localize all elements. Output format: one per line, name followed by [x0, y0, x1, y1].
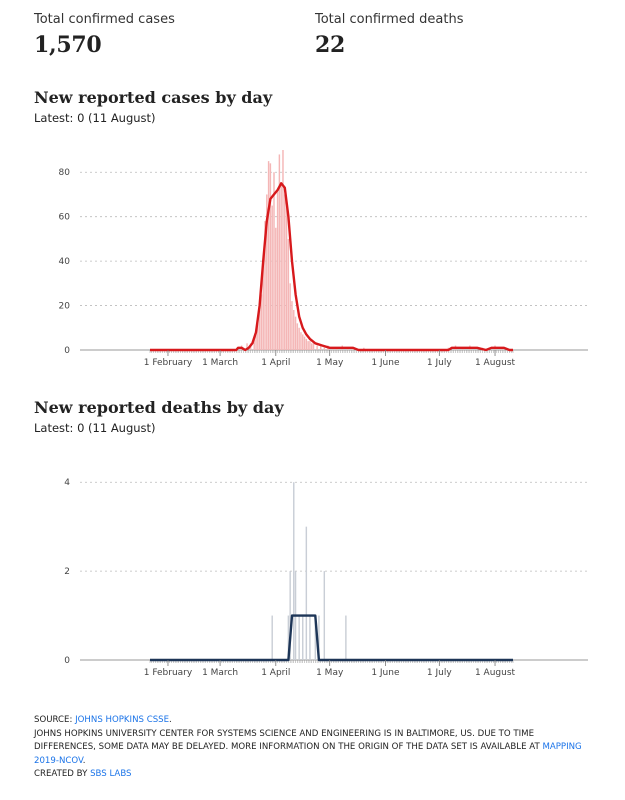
- cases-trend-line: [150, 182, 513, 352]
- deaths-chart-title: New reported deaths by day: [34, 398, 284, 417]
- cases-y-tick-label: 20: [59, 302, 71, 312]
- deaths-bar: [289, 571, 291, 660]
- source-prefix: SOURCE:: [34, 715, 76, 725]
- cases-x-tick-label: 1 April: [261, 358, 290, 368]
- cases-bar: [305, 338, 308, 350]
- cases-y-tick-label: 40: [59, 257, 71, 267]
- cases-bar: [275, 227, 277, 350]
- mapping-link[interactable]: MAPPING 2019-NCOV: [34, 742, 582, 766]
- sbs-labs-link[interactable]: SBS LABS: [90, 769, 132, 780]
- deaths-bar: [323, 571, 326, 660]
- deaths-bar: [305, 526, 308, 660]
- source-line: SOURCE: JOHNS HOPKINS CSSE.: [34, 714, 594, 728]
- deaths-x-tick-label: 1 June: [371, 668, 400, 678]
- cases-bar: [293, 310, 295, 350]
- cases-y-tick-label: 80: [59, 168, 71, 178]
- cases-bar: [264, 221, 266, 350]
- cases-bar: [273, 172, 275, 350]
- deaths-bar: [298, 615, 300, 660]
- cases-bar: [319, 345, 322, 350]
- cases-bar: [323, 347, 326, 350]
- source-suffix: .: [169, 715, 172, 725]
- data-note: JOHNS HOPKINS UNIVERSITY CENTER FOR SYST…: [34, 728, 594, 769]
- total-cases-label: Total confirmed cases: [34, 12, 175, 27]
- cases-bar: [307, 341, 309, 350]
- cases-x-tick-label: 1 August: [475, 358, 516, 368]
- deaths-bar: [287, 615, 290, 660]
- deaths-chart: 0 2 4 1 February 1 March 1 April 1 May 1 June 1 …: [64, 478, 588, 678]
- deaths-x-tick-label: 1 March: [202, 668, 238, 678]
- deaths-x-tick-label: 1 July: [427, 668, 452, 678]
- created-prefix: CREATED BY: [34, 769, 91, 780]
- cases-x-tick-label: 1 February: [144, 358, 193, 368]
- cases-bar: [311, 343, 313, 350]
- cases-bar: [289, 283, 291, 350]
- deaths-bar: [309, 615, 311, 660]
- cases-chart-title: New reported cases by day: [34, 88, 273, 107]
- data-note-text: JOHNS HOPKINS UNIVERSITY CENTER FOR SYST…: [34, 728, 543, 753]
- cases-y-tick-label: 0: [64, 346, 70, 356]
- total-deaths-value: 22: [315, 32, 346, 58]
- deaths-y-tick-label: 2: [64, 567, 70, 577]
- cases-bar: [266, 194, 268, 350]
- cases-bar: [262, 261, 264, 350]
- cases-bar: [291, 301, 293, 350]
- cases-bar: [312, 343, 315, 350]
- cases-x-tick-label: 1 July: [427, 358, 452, 368]
- cases-bar: [309, 341, 311, 350]
- cases-bar: [294, 316, 297, 350]
- totals-panel: Total confirmed cases 1,570 Total confir…: [34, 12, 594, 64]
- deaths-y-tick-label: 0: [64, 656, 70, 666]
- cases-bar: [253, 336, 255, 350]
- cases-chart: 0 20 40 60 80 1 February 1 March 1 April 1 May 1 …: [59, 150, 588, 368]
- deaths-bar: [271, 615, 273, 660]
- cases-y-tick-label: 60: [59, 213, 71, 223]
- deaths-x-tick-label: 1 February: [144, 668, 193, 678]
- cases-bar: [302, 334, 304, 350]
- deaths-bar: [314, 615, 317, 660]
- cases-bar: [285, 205, 288, 350]
- cases-bar: [269, 163, 272, 350]
- cases-bar: [316, 345, 318, 350]
- cases-bar: [260, 294, 263, 350]
- created-line: CREATED BY SBS LABS: [34, 768, 594, 782]
- total-cases-stat: Total confirmed cases 1,570: [34, 12, 175, 58]
- deaths-bar: [345, 615, 347, 660]
- cases-bar: [296, 323, 299, 350]
- total-deaths-stat: Total confirmed deaths 22: [315, 12, 464, 58]
- source-link[interactable]: JOHNS HOPKINS CSSE: [75, 715, 170, 725]
- cases-bar: [257, 323, 259, 350]
- data-note-suffix: .: [82, 755, 86, 766]
- deaths-latest-text: Latest: 0 (11 August): [34, 421, 156, 435]
- cases-latest-text: Latest: 0 (11 August): [34, 111, 156, 125]
- cases-bar: [267, 161, 270, 350]
- deaths-x-tick-label: 1 May: [316, 668, 344, 678]
- total-deaths-label: Total confirmed deaths: [315, 12, 464, 27]
- cases-bar: [287, 238, 290, 350]
- cases-bar: [278, 154, 281, 350]
- deaths-trend-line: [150, 614, 513, 662]
- cases-bar: [300, 332, 302, 350]
- cases-x-tick-label: 1 May: [316, 358, 344, 368]
- deaths-bar: [318, 615, 320, 660]
- deaths-y-tick-label: 4: [64, 478, 70, 488]
- cases-bar: [303, 336, 306, 350]
- cases-bar: [258, 310, 261, 350]
- deaths-x-tick-label: 1 April: [261, 668, 290, 678]
- deaths-bar: [302, 615, 304, 660]
- cases-bar: [276, 190, 279, 350]
- cases-bar: [298, 327, 300, 350]
- total-cases-value: 1,570: [34, 32, 102, 58]
- cases-x-tick-label: 1 March: [202, 358, 238, 368]
- footer-credits: SOURCE: JOHNS HOPKINS CSSE. JOHNS HOPKIN…: [34, 714, 594, 782]
- deaths-bar: [293, 482, 295, 660]
- cases-bar: [255, 332, 257, 350]
- deaths-x-tick-label: 1 August: [475, 668, 516, 678]
- cases-bar: [280, 183, 282, 350]
- cases-bar: [282, 150, 284, 350]
- cases-x-tick-label: 1 June: [371, 358, 400, 368]
- cases-bar: [284, 194, 286, 350]
- cases-bar: [271, 205, 273, 350]
- cases-bar: [246, 343, 248, 350]
